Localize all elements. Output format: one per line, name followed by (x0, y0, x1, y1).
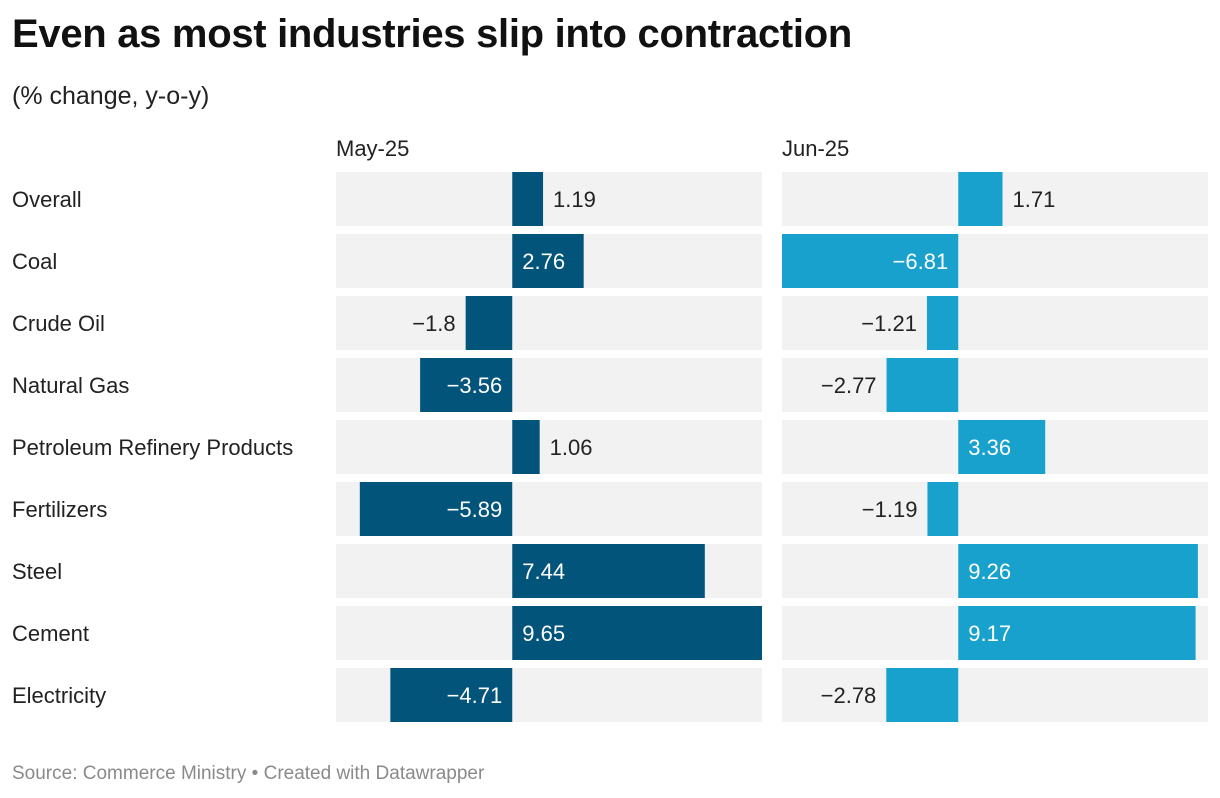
data-label: 9.17 (968, 621, 1011, 646)
bar (465, 296, 513, 350)
data-label: −2.78 (821, 683, 877, 708)
data-label: 2.76 (522, 249, 565, 274)
category-label: Fertilizers (12, 497, 107, 522)
data-label: −2.77 (821, 373, 877, 398)
bar (512, 606, 762, 660)
bar (359, 482, 513, 536)
bar (512, 172, 544, 226)
bar-background (782, 296, 1208, 350)
bar (958, 544, 1198, 598)
bar (958, 420, 1046, 474)
category-label: Crude Oil (12, 311, 105, 336)
source-note: Source: Commerce Ministry • Created with… (12, 763, 485, 784)
category-label: Coal (12, 249, 57, 274)
category-label: Natural Gas (12, 373, 129, 398)
data-label: 9.65 (522, 621, 565, 646)
bar (927, 482, 959, 536)
data-label: −1.8 (412, 311, 455, 336)
data-label: −3.56 (447, 373, 503, 398)
category-label: Cement (12, 621, 89, 646)
bar-background (336, 358, 762, 412)
data-label: −1.21 (861, 311, 917, 336)
bar (512, 544, 705, 598)
category-label: Overall (12, 187, 82, 212)
series-header: May-25 (336, 136, 409, 161)
series-header: Jun-25 (782, 136, 849, 161)
data-label: 7.44 (522, 559, 565, 584)
data-label: −4.71 (447, 683, 503, 708)
bar (512, 420, 540, 474)
bar (512, 234, 584, 288)
data-label: 1.19 (553, 187, 596, 212)
bar (926, 296, 959, 350)
bar-background (336, 296, 762, 350)
bar (958, 172, 1003, 226)
category-label: Petroleum Refinery Products (12, 435, 293, 460)
data-label: −6.81 (893, 249, 949, 274)
bar (886, 358, 959, 412)
data-label: 1.71 (1013, 187, 1056, 212)
bar-background (782, 358, 1208, 412)
bar-background (336, 420, 762, 474)
bar-background (782, 668, 1208, 722)
data-label: 1.06 (550, 435, 593, 460)
category-label: Steel (12, 559, 62, 584)
chart-title: Even as most industries slip into contra… (12, 12, 852, 56)
bar-background (782, 482, 1208, 536)
data-label: −1.19 (862, 497, 918, 522)
data-label: 3.36 (968, 435, 1011, 460)
bar (782, 234, 959, 288)
bar (886, 668, 959, 722)
bar (420, 358, 513, 412)
bar (958, 606, 1196, 660)
chart-subtitle: (% change, y-o-y) (12, 82, 210, 110)
bar-background (336, 172, 762, 226)
data-label: −5.89 (447, 497, 503, 522)
category-label: Electricity (12, 683, 106, 708)
bar (390, 668, 513, 722)
data-label: 9.26 (968, 559, 1011, 584)
